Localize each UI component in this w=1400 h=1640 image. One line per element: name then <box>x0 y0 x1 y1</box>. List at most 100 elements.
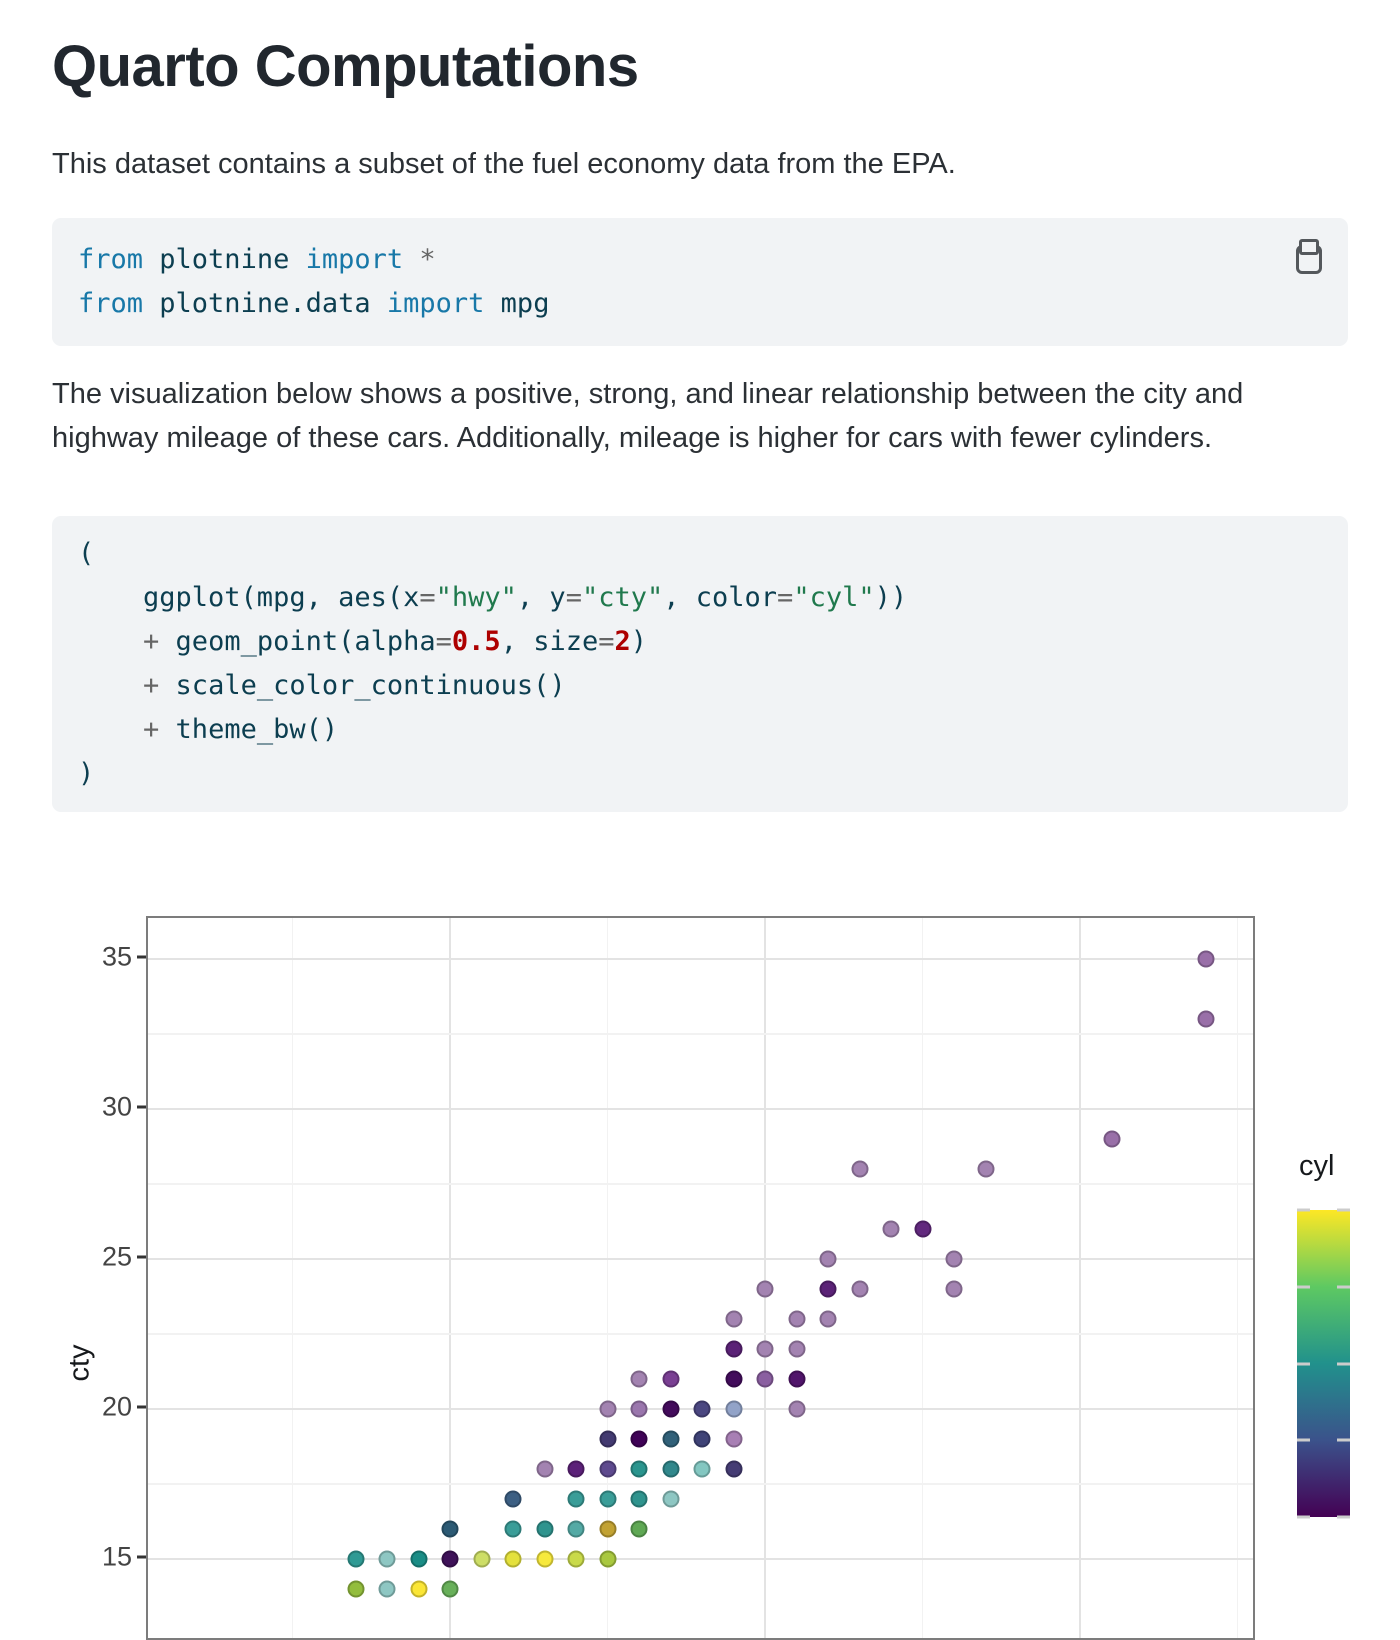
data-point <box>599 1550 616 1568</box>
data-point <box>725 1400 742 1418</box>
plot-panel <box>146 916 1255 1640</box>
code-block-plot: ( ggplot(mpg, aes(x="hwy", y="cty", colo… <box>52 516 1348 812</box>
data-point <box>788 1370 805 1388</box>
code-line: ) <box>78 758 95 789</box>
code-line: from plotnine import * <box>78 244 436 275</box>
data-point <box>819 1310 837 1328</box>
y-tick-label: 15 <box>101 1541 132 1572</box>
data-point <box>945 1280 963 1298</box>
data-point <box>945 1250 963 1268</box>
data-point <box>378 1550 396 1568</box>
body-paragraph: The visualization below shows a positive… <box>52 378 1244 454</box>
colorbar-tick <box>1337 1285 1350 1289</box>
data-point <box>567 1520 585 1538</box>
data-point <box>725 1310 742 1328</box>
gridline-y-minor <box>148 1333 1253 1335</box>
data-point <box>599 1400 616 1418</box>
data-point <box>756 1280 774 1298</box>
data-point <box>851 1160 868 1178</box>
code-line: + theme_bw() <box>143 714 339 745</box>
y-tick-mark <box>137 1105 146 1109</box>
intro-paragraph: This dataset contains a subset of the fu… <box>52 148 956 180</box>
data-point <box>662 1460 679 1478</box>
document-body: Quarto Computations This dataset contain… <box>0 34 1400 812</box>
colorbar-tick <box>1297 1285 1310 1289</box>
gridline-x-minor <box>921 918 924 1638</box>
data-point <box>441 1580 459 1598</box>
data-point <box>599 1490 616 1508</box>
data-point <box>1103 1130 1120 1148</box>
data-point <box>630 1460 648 1478</box>
data-point <box>756 1370 774 1388</box>
colorbar-tick <box>1297 1515 1310 1519</box>
colorbar-title: cyl <box>1299 1150 1335 1182</box>
data-point <box>693 1400 711 1418</box>
data-point <box>819 1250 837 1268</box>
copy-code-button[interactable] <box>1292 238 1326 276</box>
data-point <box>536 1520 553 1538</box>
data-point <box>725 1340 742 1358</box>
data-point <box>567 1550 585 1568</box>
gridline-x-minor <box>291 918 294 1638</box>
data-point <box>662 1490 679 1508</box>
colorbar <box>1297 1208 1350 1519</box>
code-line: from plotnine.data import mpg <box>78 288 550 319</box>
colorbar-tick <box>1337 1362 1350 1365</box>
data-point <box>788 1310 805 1328</box>
data-point <box>347 1580 364 1598</box>
gridline-x-major <box>1079 918 1081 1638</box>
data-point <box>567 1490 585 1508</box>
data-point <box>630 1370 648 1388</box>
colorbar-tick <box>1337 1515 1350 1519</box>
data-point <box>788 1400 805 1418</box>
data-point <box>599 1460 616 1478</box>
data-point <box>788 1340 805 1358</box>
data-point <box>630 1400 648 1418</box>
data-point <box>630 1430 648 1448</box>
data-point <box>410 1550 427 1568</box>
code-line: + geom_point(alpha=0.5, size=2) <box>143 626 648 657</box>
data-point <box>1197 1010 1215 1028</box>
data-point <box>630 1520 648 1538</box>
data-point <box>693 1460 711 1478</box>
gridline-x-minor <box>606 918 609 1638</box>
data-point <box>536 1460 553 1478</box>
colorbar-tick <box>1297 1208 1310 1212</box>
data-point <box>977 1160 994 1178</box>
data-point <box>536 1550 553 1568</box>
y-tick-mark <box>137 955 146 959</box>
scatter-plot-figure: cty cyl 35 30 25 20 15 <box>0 900 1400 1640</box>
code-line: + scale_color_continuous() <box>143 670 566 701</box>
data-point <box>725 1460 742 1478</box>
y-tick-mark <box>137 1555 146 1559</box>
page-title: Quarto Computations <box>52 34 639 99</box>
gridline-y-major <box>148 958 1253 960</box>
data-point <box>378 1580 396 1598</box>
colorbar-tick <box>1297 1362 1310 1365</box>
data-point <box>441 1520 459 1538</box>
data-point <box>473 1550 490 1568</box>
data-point <box>851 1280 868 1298</box>
y-tick-mark <box>137 1405 146 1409</box>
data-point <box>662 1430 679 1448</box>
data-point <box>725 1370 742 1388</box>
clipboard-icon <box>1296 245 1322 274</box>
y-tick-label: 25 <box>101 1241 132 1272</box>
data-point <box>504 1550 522 1568</box>
gridline-x-minor <box>1236 918 1239 1638</box>
gridline-x-major <box>449 918 451 1638</box>
colorbar-tick <box>1337 1208 1350 1212</box>
colorbar-tick <box>1297 1438 1310 1442</box>
code-block-imports: from plotnine import * from plotnine.data… <box>52 218 1348 346</box>
data-point <box>347 1550 364 1568</box>
y-tick-label: 20 <box>101 1391 132 1422</box>
data-point <box>662 1370 679 1388</box>
gridline-y-major <box>148 1558 1253 1560</box>
data-point <box>410 1580 427 1598</box>
data-point <box>662 1400 679 1418</box>
data-point <box>504 1520 522 1538</box>
gridline-y-major <box>148 1108 1253 1110</box>
gridline-y-minor <box>148 1033 1253 1035</box>
data-point <box>630 1490 648 1508</box>
data-point <box>914 1220 931 1238</box>
